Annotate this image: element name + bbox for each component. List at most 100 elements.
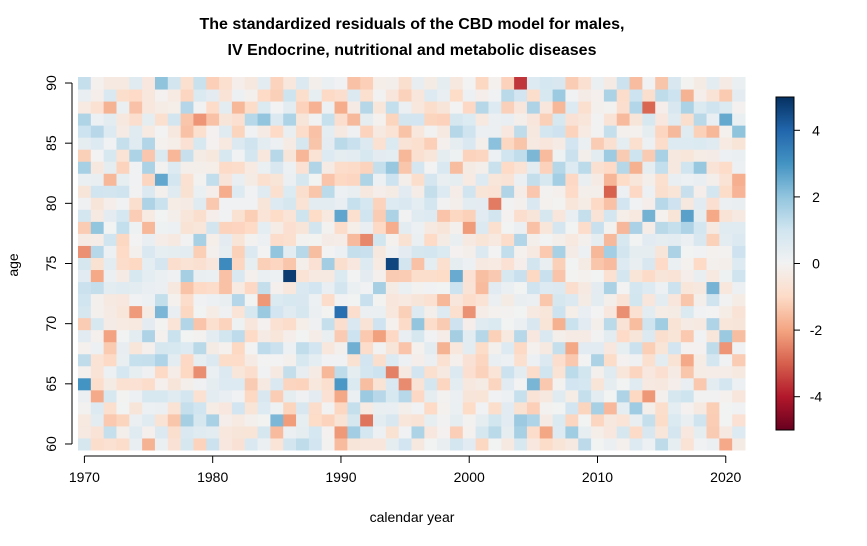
heatmap-cell [411, 317, 425, 331]
heatmap-cell [591, 269, 605, 283]
heatmap-cell [283, 365, 297, 379]
heatmap-cell [78, 353, 92, 367]
heatmap-cell [142, 161, 156, 174]
heatmap-cell [424, 125, 438, 138]
heatmap-cell [552, 269, 566, 283]
heatmap-cell [244, 173, 259, 186]
heatmap-cell [578, 305, 592, 319]
heatmap-cell [706, 89, 720, 102]
heatmap-cell [321, 185, 336, 198]
heatmap-cell [257, 185, 271, 198]
heatmap-cell [565, 233, 579, 246]
heatmap-cell [668, 353, 682, 367]
heatmap-cell [270, 221, 284, 234]
heatmap-cell [78, 305, 92, 319]
heatmap-cell [296, 269, 310, 283]
heatmap-cell [437, 257, 451, 271]
heatmap-cell [488, 245, 502, 258]
heatmap-cell [591, 389, 605, 403]
heatmap-cell [655, 209, 669, 222]
heatmap-cell [90, 233, 105, 246]
heatmap-cell [629, 161, 643, 174]
heatmap-cell [142, 401, 156, 415]
heatmap-cell [257, 389, 271, 403]
heatmap-cell [732, 317, 746, 331]
heatmap-cell [270, 365, 284, 379]
heatmap-cell [526, 317, 541, 331]
heatmap-cell [642, 269, 656, 283]
heatmap-cell [693, 293, 708, 307]
heatmap-cell [244, 281, 259, 295]
heatmap-cell [347, 233, 361, 246]
heatmap-cell [449, 89, 464, 102]
heatmap-cell [629, 413, 643, 427]
heatmap-cell [578, 77, 592, 90]
heatmap-cell [167, 161, 182, 174]
heatmap-cell [244, 161, 259, 174]
heatmap-cell [180, 401, 194, 415]
heatmap-cell [129, 125, 143, 138]
heatmap-cell [526, 329, 541, 343]
heatmap-cell [706, 305, 720, 319]
heatmap-cell [629, 149, 643, 162]
heatmap-cell [78, 113, 92, 126]
heatmap-cell [591, 245, 605, 258]
heatmap-cell [642, 305, 656, 319]
heatmap-cell [257, 353, 271, 367]
heatmap-cell [437, 365, 451, 379]
heatmap-cell [385, 209, 400, 222]
heatmap-cell [449, 101, 464, 114]
heatmap-cell [732, 185, 746, 198]
heatmap-cell [206, 425, 220, 439]
heatmap-cell [373, 377, 387, 391]
heatmap-cell [475, 209, 489, 222]
heatmap-cell [424, 245, 438, 258]
heatmap-cell [334, 269, 348, 283]
heatmap-cell [385, 269, 400, 283]
heatmap-cell [90, 305, 105, 319]
heatmap-cell [116, 425, 130, 439]
heatmap-cell [231, 317, 246, 331]
heatmap-cell [398, 209, 412, 222]
heatmap-cell [655, 389, 669, 403]
heatmap-cell [231, 353, 246, 367]
heatmap-cell [244, 401, 259, 415]
heatmap-cell [283, 329, 297, 343]
heatmap-cell [193, 413, 207, 427]
heatmap-cell [219, 173, 233, 186]
heatmap-cell [488, 161, 502, 174]
heatmap-cell [680, 101, 695, 114]
heatmap-cell [219, 305, 233, 319]
heatmap-cell [206, 365, 220, 379]
heatmap-cell [154, 413, 169, 427]
heatmap-cell [296, 233, 310, 246]
heatmap-cell [90, 437, 105, 451]
heatmap-cell [283, 161, 297, 174]
heatmap-cell [732, 149, 746, 162]
heatmap-cell [552, 209, 566, 222]
heatmap-cell [680, 209, 695, 222]
heatmap-cell [257, 221, 271, 234]
heatmap-cell [308, 425, 323, 439]
heatmap-cell [90, 161, 105, 174]
heatmap-cell [334, 305, 348, 319]
heatmap-cell [385, 401, 400, 415]
heatmap-cell [296, 341, 310, 355]
heatmap-cell [411, 389, 425, 403]
heatmap-cell [578, 425, 592, 439]
heatmap-cell [257, 245, 271, 258]
heatmap-cell [552, 173, 566, 186]
heatmap-cell [462, 413, 477, 427]
heatmap-cell [616, 197, 631, 210]
heatmap-cell [693, 185, 708, 198]
heatmap-cell [449, 389, 464, 403]
heatmap-cell [449, 209, 464, 222]
heatmap-cell [603, 353, 618, 367]
heatmap-cell [475, 89, 489, 102]
heatmap-cell [116, 221, 130, 234]
heatmap-cell [706, 245, 720, 258]
heatmap-cell [552, 149, 566, 162]
heatmap-cell [668, 161, 682, 174]
heatmap-cell [296, 125, 310, 138]
heatmap-cell [116, 389, 130, 403]
